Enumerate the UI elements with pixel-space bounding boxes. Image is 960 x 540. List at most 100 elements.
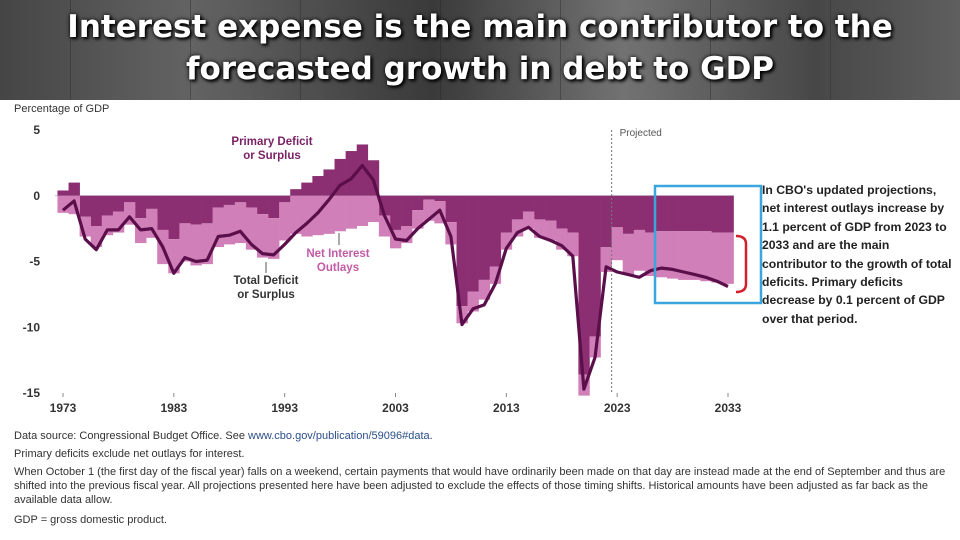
total-deficit-line [61,163,729,391]
deficit-chart: Percentage of GDP Projected 5 0 -5 -10 -15 1… [14,103,763,415]
slide-title-line-1: Interest expense is the main contributor… [67,9,893,45]
interest-bar [622,233,635,275]
slide-title-line-2: forecasted growth in debt to GDP [185,51,775,87]
primary-deficit-bars [57,144,734,375]
primary-bar [456,195,468,307]
interest-bar [534,219,546,238]
primary-bar [689,195,701,232]
primary-bar [545,195,557,221]
series-annotations: Primary Deficit or Surplus Net Interest … [231,136,369,301]
primary-bar [268,195,280,219]
primary-bar [123,195,136,203]
primary-bar [112,195,125,212]
primary-annotation-line-2: or Surplus [243,150,301,162]
primary-bar [567,195,579,233]
primary-bar [334,158,346,196]
primary-bar [589,195,601,337]
primary-bar [157,195,169,230]
interest-growth-bracket [735,234,748,294]
interest-bar [522,211,535,229]
interest-bar [556,228,568,250]
y-tick-label: 5 [33,123,40,137]
x-tick-labels: 1973 1983 1993 2003 2013 2023 2033 [50,393,742,415]
interest-bar [323,195,335,234]
primary-bar [279,195,291,203]
interest-annotation-line-2: Outlays [317,262,359,274]
interest-bar [212,207,225,248]
interest-bar [467,291,479,312]
interest-bar [423,199,435,221]
primary-bar [423,195,435,200]
primary-bar [667,195,679,232]
primary-bar [622,195,635,234]
primary-bar [644,195,657,233]
interest-bar [334,195,346,232]
interest-bar [500,232,513,250]
primary-bar [245,195,258,208]
interest-bar [600,247,612,273]
banner-photo-tile [300,0,441,100]
primary-bar [135,195,147,219]
interest-bar [678,231,690,280]
primary-bar [345,151,358,196]
primary-bar [600,195,612,248]
interest-bar [90,225,103,248]
primary-bar [57,190,69,196]
total-annotation-line-2: or Surplus [237,289,295,301]
interest-bar [545,220,557,241]
x-tick-label: 2013 [493,401,520,415]
primary-bar [500,195,513,233]
interest-bar [478,279,491,300]
primary-bar [556,195,568,229]
primary-bar [234,195,247,203]
primary-bar [434,195,446,202]
primary-bar [467,195,479,292]
primary-bar [478,195,491,280]
x-tick-label: 2003 [382,401,409,415]
primary-annotation-line-1: Primary Deficit [231,136,312,148]
interest-bar [401,225,413,244]
interest-bar [123,202,136,225]
banner-photo-tile [190,0,301,100]
interest-bar [234,202,247,244]
primary-bar [190,195,202,225]
interest-bar [722,232,734,284]
x-tick-label: 1983 [160,401,187,415]
primary-bar [511,195,524,220]
primary-bar [201,195,213,224]
banner-photo-tile [560,0,711,100]
y-tick-label: -5 [29,255,40,269]
interest-bar [345,195,358,229]
data-source-link[interactable]: www.cbo.gov/publication/59096#data [248,430,430,442]
primary-bar [79,195,92,217]
primary-bar [146,195,158,209]
banner-photo-tile [710,0,831,100]
interest-bar [633,229,646,271]
interest-bar [489,266,502,284]
slide-title: Interest expense is the main contributor… [0,6,960,90]
interest-bar [367,195,380,223]
primary-bar [101,195,114,216]
interest-bar [112,211,125,233]
primary-bar [578,195,590,375]
interest-bar [711,232,723,283]
primary-bar [489,195,502,267]
data-source-suffix: . [429,430,433,442]
banner-photo-tile [0,0,71,100]
interest-bar [279,202,291,241]
interest-bar [412,210,424,229]
timing-shift-note: When October 1 (the first day of the fis… [14,466,946,506]
y-tick-label: -10 [23,320,41,334]
primary-bar [412,195,424,211]
interest-bar [290,195,302,234]
interest-bar [146,208,158,238]
primary-bar [711,195,723,233]
primary-bar [223,195,236,205]
side-note: In CBO's updated projections, net intere… [762,183,952,326]
interest-bar [356,195,369,226]
primary-bar [389,195,402,230]
y-tick-labels: 5 0 -5 -10 -15 [23,123,41,400]
interest-bar [57,195,69,213]
y-axis-label: Percentage of GDP [14,103,109,115]
interest-bar [256,214,269,258]
